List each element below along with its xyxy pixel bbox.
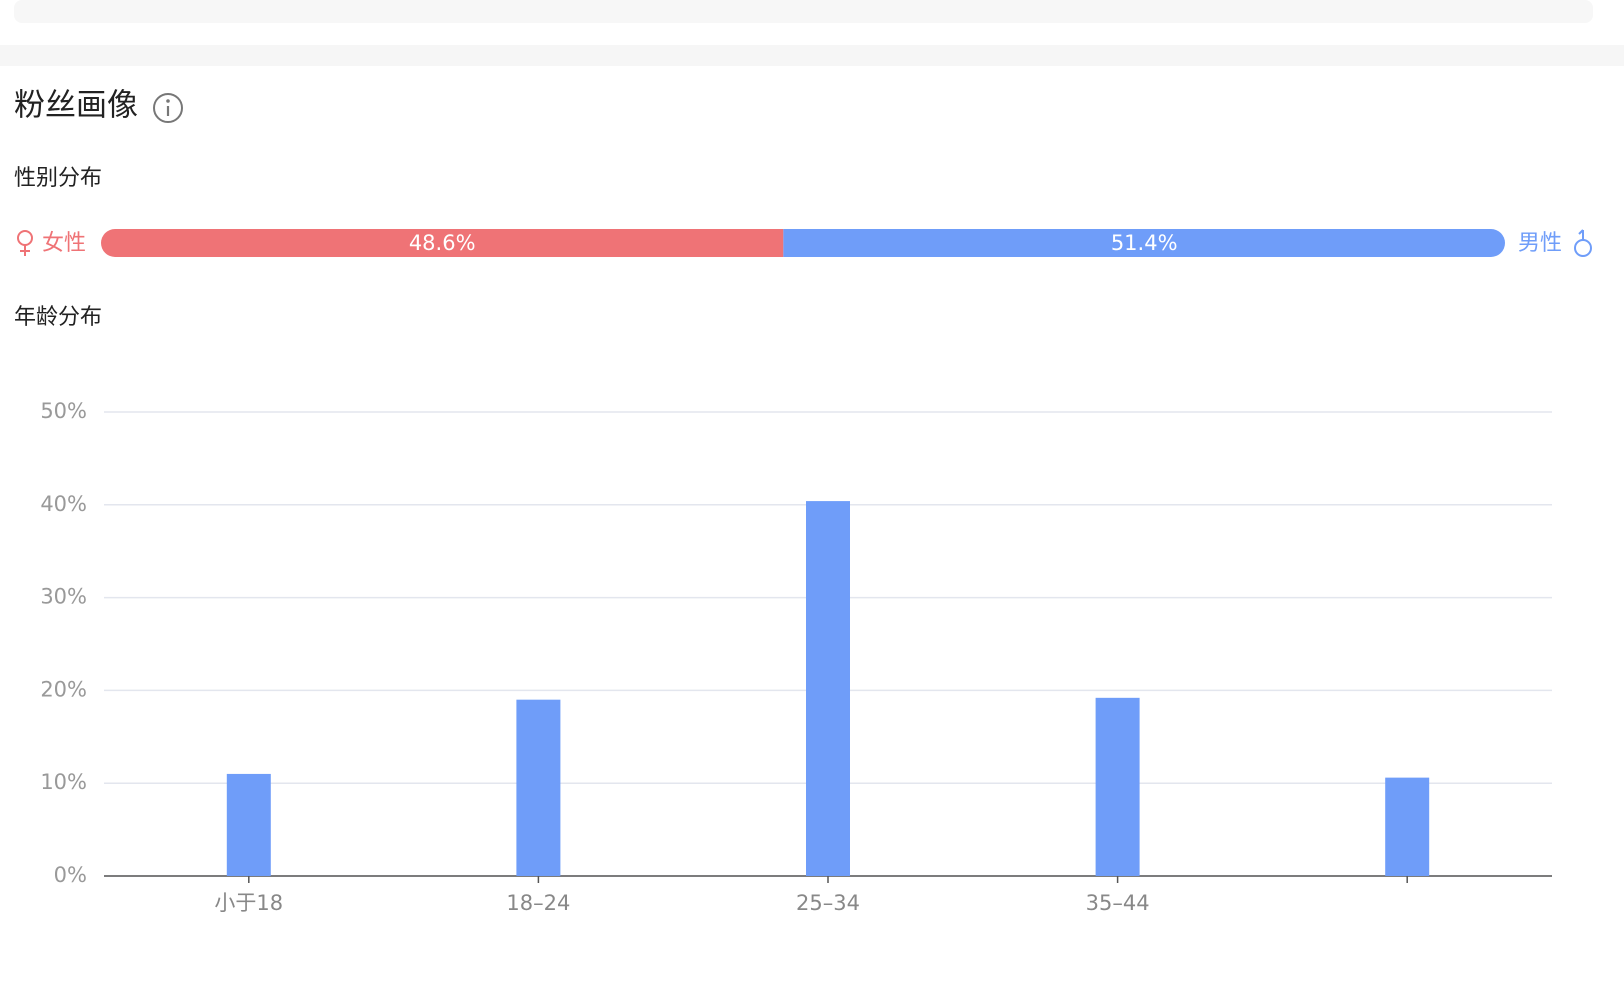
bar bbox=[806, 501, 850, 876]
y-tick-label: 20% bbox=[40, 677, 87, 701]
gender-title: 性别分布 bbox=[14, 166, 102, 191]
female-icon bbox=[17, 230, 33, 256]
gender-value-label: 51.4% bbox=[1111, 231, 1178, 255]
bar bbox=[516, 699, 561, 876]
bar bbox=[226, 773, 271, 876]
female-label: 女性 bbox=[42, 231, 86, 256]
male-icon bbox=[1574, 229, 1592, 257]
divider bbox=[0, 45, 1624, 66]
y-tick-label: 50% bbox=[40, 399, 87, 423]
top-card bbox=[14, 0, 1593, 23]
gender-segment bbox=[101, 229, 784, 257]
x-tick-label: 18–24 bbox=[506, 891, 570, 915]
age-title: 年龄分布 bbox=[14, 305, 102, 330]
x-tick-label: 小于18 bbox=[214, 891, 283, 915]
info-icon[interactable] bbox=[153, 93, 183, 123]
section-title: 粉丝画像 bbox=[14, 88, 138, 124]
x-tick-label: 35–44 bbox=[1086, 891, 1150, 915]
x-tick-label: 25–34 bbox=[796, 891, 860, 915]
y-tick-label: 40% bbox=[40, 492, 87, 516]
bar bbox=[1385, 777, 1430, 876]
y-tick-label: 0% bbox=[54, 863, 87, 887]
y-tick-label: 10% bbox=[40, 770, 87, 794]
male-label: 男性 bbox=[1518, 231, 1562, 256]
gender-segment bbox=[783, 229, 1505, 257]
gender-value-label: 48.6% bbox=[409, 231, 476, 255]
bar bbox=[1095, 697, 1140, 876]
y-tick-label: 30% bbox=[40, 585, 87, 609]
